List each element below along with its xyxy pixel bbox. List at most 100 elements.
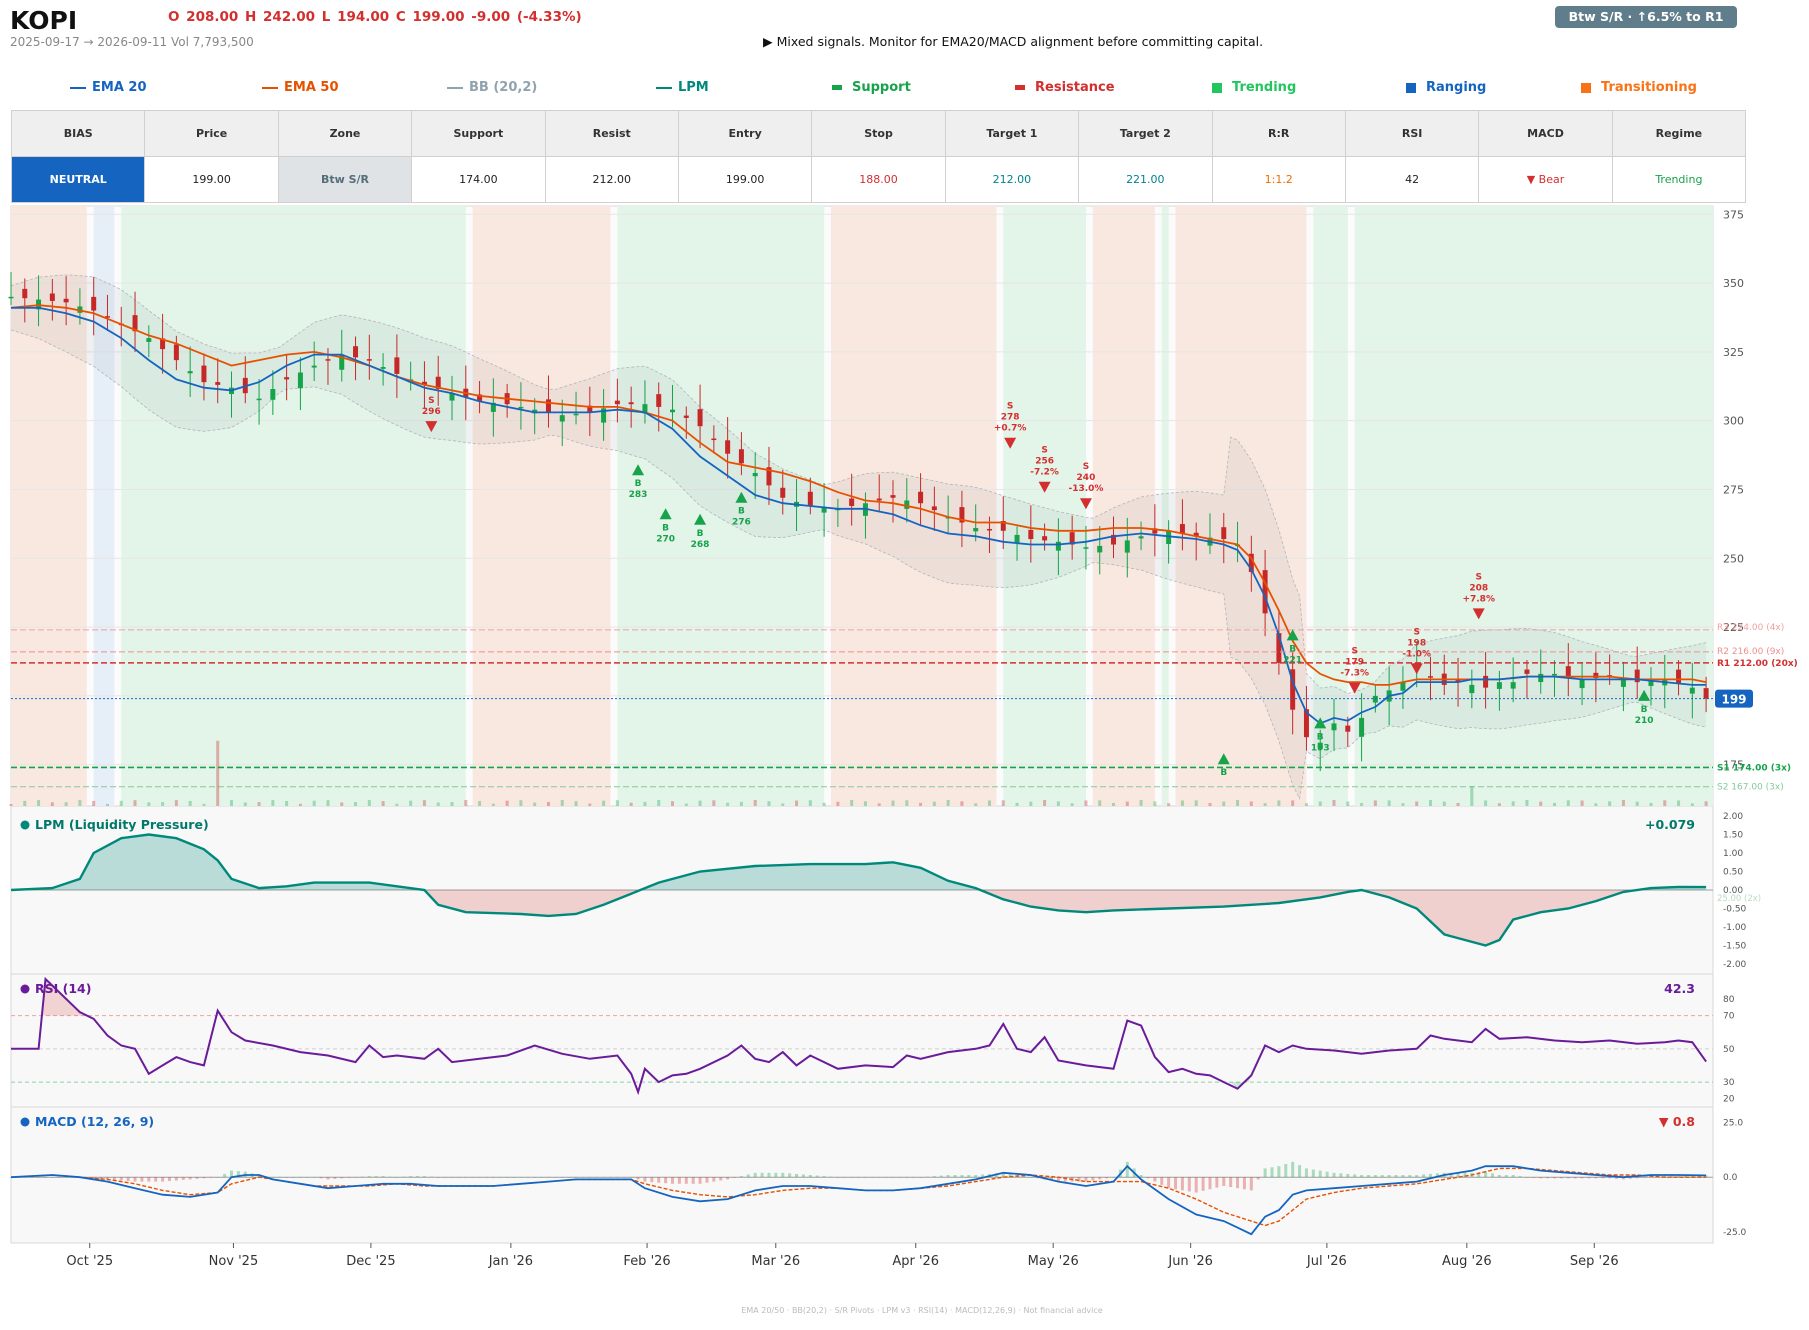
candle-body: [477, 394, 483, 402]
table-header-r-r: R:R: [1211, 110, 1346, 157]
volume-bar: [588, 803, 592, 806]
macd-histogram-bar: [326, 1177, 330, 1180]
table-header-target-1: Target 1: [944, 110, 1080, 157]
legend-item-ema-50: EMA 50: [262, 80, 339, 95]
macd-histogram-bar: [553, 1177, 557, 1178]
volume-bar: [1663, 800, 1667, 806]
lpm-tick-label: -1.50: [1723, 942, 1747, 952]
macd-histogram-bar: [50, 1177, 54, 1178]
macd-histogram-bar: [443, 1177, 447, 1178]
table-header-rsi: RSI: [1344, 110, 1480, 157]
macd-histogram-bar: [188, 1177, 192, 1180]
x-tick-label: Aug '26: [1442, 1254, 1492, 1269]
candle-body: [545, 399, 551, 413]
sr-level-label: R3 224.00 (4x): [1717, 623, 1784, 633]
price-tick-label: 325: [1723, 346, 1744, 359]
macd-histogram-bar: [615, 1177, 619, 1178]
macd-histogram-bar: [760, 1172, 764, 1178]
macd-histogram-bar: [1360, 1175, 1364, 1178]
candle-body: [366, 359, 372, 361]
macd-histogram-bar: [312, 1177, 316, 1178]
footer-note: EMA 20/50 · BB(20,2) · S/R Pivots · LPM …: [741, 1306, 1103, 1315]
legend-item-transitioning: Transitioning: [1581, 80, 1697, 95]
price-tick-label: 175: [1723, 759, 1744, 772]
lpm-line: [10, 833, 1707, 947]
macd-histogram-bar: [643, 1177, 647, 1182]
macd-histogram-bar: [698, 1177, 702, 1184]
volume-bar: [1553, 802, 1557, 806]
candle-body: [973, 528, 979, 532]
macd-histogram-bar: [581, 1177, 585, 1178]
candle-body: [104, 316, 110, 318]
legend-item-ranging: Ranging: [1406, 80, 1486, 95]
macd-histogram-bar: [512, 1177, 516, 1178]
macd-histogram-bar: [691, 1177, 695, 1184]
regime-band-trending: [1354, 206, 1713, 806]
macd-histogram-bar: [567, 1177, 571, 1178]
sr-level-label: R2 216.00 (9x): [1717, 647, 1784, 657]
lpm-negative-area: [11, 890, 1707, 946]
macd-histogram-bar: [1456, 1172, 1460, 1178]
macd-histogram-bar: [1063, 1177, 1067, 1182]
candle-body: [821, 507, 827, 513]
macd-dot-icon: [20, 1117, 30, 1127]
bollinger-upper: [10, 274, 1707, 694]
candle-body: [986, 528, 992, 531]
macd-histogram-bar: [1683, 1175, 1687, 1178]
candle-body: [22, 288, 28, 299]
candle-body: [1276, 633, 1282, 663]
macd-histogram-bar: [602, 1177, 606, 1178]
volume-bar: [836, 801, 840, 806]
signal-label: -7.2%: [1030, 468, 1059, 478]
macd-histogram-bar: [223, 1173, 227, 1178]
volume-bar: [202, 803, 206, 806]
rsi-tick-label: 80: [1723, 995, 1735, 1005]
candle-body: [614, 400, 620, 405]
current-price-label: 199: [1721, 693, 1746, 707]
candle-body: [160, 338, 166, 350]
candle-body: [1000, 521, 1006, 531]
macd-histogram-bar: [374, 1176, 378, 1178]
volume-bar: [257, 802, 261, 806]
volume-bar: [1125, 801, 1129, 806]
regime-band-trending: [1161, 206, 1169, 806]
candle-body: [849, 498, 855, 506]
rsi-tick-label: 20: [1723, 1095, 1735, 1105]
macd-histogram-bar: [202, 1177, 206, 1179]
candle-body: [601, 408, 607, 423]
candle-body: [339, 354, 345, 370]
lpm-tick-label: 2.00: [1723, 812, 1743, 822]
macd-histogram-bar: [925, 1176, 929, 1178]
volume-bar: [1635, 801, 1639, 806]
macd-histogram-bar: [347, 1177, 351, 1178]
volume-bar: [395, 803, 399, 806]
lpm-tick-label: 0.50: [1723, 868, 1743, 878]
macd-histogram-bar: [105, 1177, 109, 1180]
lpm-dot-icon: [20, 820, 30, 830]
candle-body: [1372, 695, 1378, 703]
macd-histogram-bar: [305, 1177, 309, 1178]
macd-tick-label: -25.0: [1723, 1228, 1747, 1238]
candle-body: [559, 415, 565, 422]
volume-bar: [1456, 803, 1460, 806]
candle-body: [1042, 536, 1048, 541]
rsi-value: 42.3: [1664, 981, 1695, 996]
buy-signal-marker: [1638, 689, 1651, 701]
volume-bar: [37, 800, 41, 806]
volume-bar: [1291, 800, 1295, 806]
volume-bar: [147, 802, 151, 806]
summary-values-row: NEUTRAL 199.00 Btw S/R 174.00 212.00 199.00 18…: [10, 156, 1747, 203]
candle-body: [435, 376, 441, 390]
candle-body: [1111, 534, 1117, 545]
macd-histogram-bar: [664, 1177, 668, 1184]
table-header-resist: Resist: [544, 110, 679, 157]
candle-body: [518, 406, 524, 409]
candle-body: [256, 398, 262, 401]
macd-histogram-bar: [1298, 1165, 1302, 1178]
volume-bar: [602, 800, 606, 806]
candle-body: [215, 382, 221, 385]
signal-label: -1.0%: [1402, 649, 1431, 659]
table-value-bias: NEUTRAL: [10, 156, 146, 203]
macd-histogram-bar: [1477, 1172, 1481, 1178]
volume-bar: [340, 802, 344, 806]
